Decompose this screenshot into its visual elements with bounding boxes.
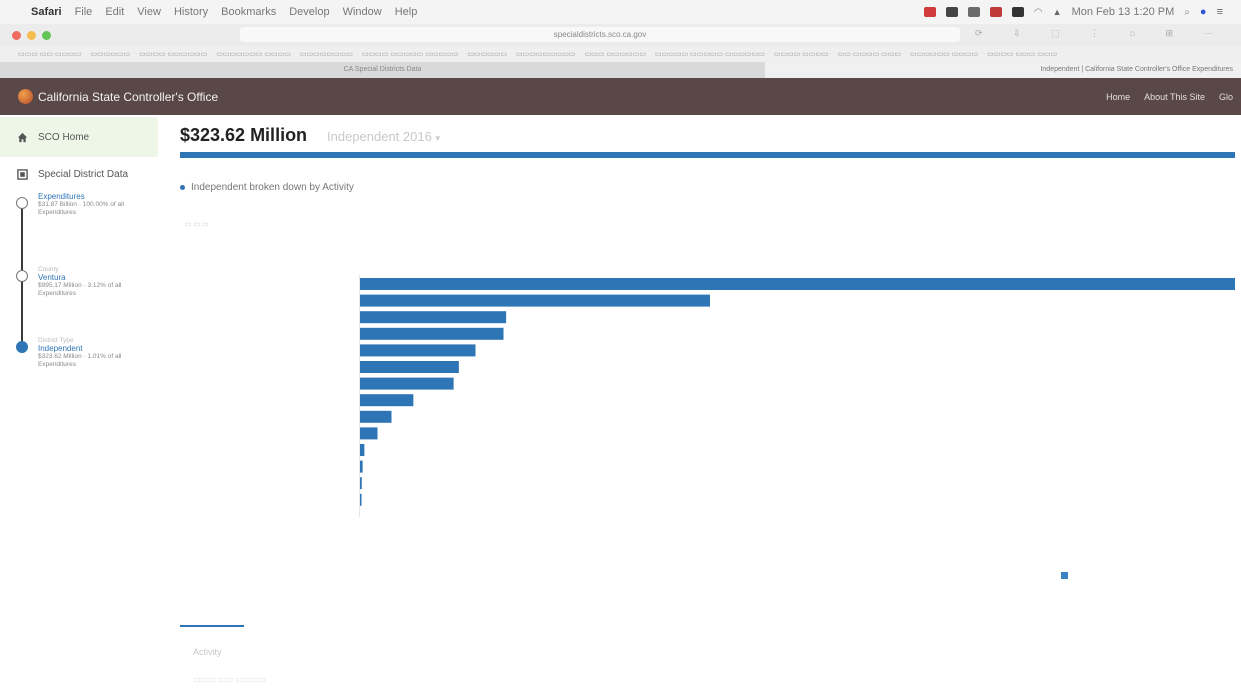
step-dot-icon xyxy=(16,197,28,209)
step-dot-icon xyxy=(16,270,28,282)
activity-bar[interactable] xyxy=(360,327,504,340)
sidebar-item-special-district-data[interactable]: Special District Data xyxy=(0,154,158,194)
activity-bar[interactable] xyxy=(360,361,459,373)
status-app-icon[interactable] xyxy=(967,7,980,17)
activity-bar[interactable] xyxy=(360,377,454,390)
activity-bar-chart xyxy=(360,278,1235,506)
browser-toolbar: specialdistricts.sco.ca.gov ⟳ ⇩ ⬚ ⋮ ⌂ ⊞ … xyxy=(0,24,1241,46)
sidebar: SCO Home Special District Data xyxy=(0,115,158,696)
activity-bar[interactable] xyxy=(360,394,414,407)
bookmark-item[interactable]: ▭▭▭▭▭▭▭ ▭▭▭▭ xyxy=(216,51,291,58)
close-window-icon[interactable] xyxy=(12,30,21,40)
tab-special-districts[interactable]: CA Special Districts Data xyxy=(0,62,765,78)
menu-file[interactable]: File xyxy=(74,6,93,18)
status-app-icon[interactable] xyxy=(945,7,958,17)
bookmarks-bar: ▭▭▭ ▭▭ ▭▭▭▭ ▭▭▭▭▭▭ ▭▭▭▭ ▭▭▭▭▭▭ ▭▭▭▭▭▭▭ ▭… xyxy=(0,46,1241,62)
nav-glossary-link[interactable]: Glo xyxy=(1218,91,1233,102)
bookmark-item[interactable]: ▭▭▭▭▭▭▭▭▭ xyxy=(516,51,576,58)
bookmark-item[interactable]: ▭▭▭▭▭▭ ▭▭▭▭ xyxy=(910,51,979,58)
menu-help[interactable]: Help xyxy=(394,6,418,18)
address-bar-url: specialdistricts.sco.ca.gov xyxy=(553,30,647,39)
bookmark-item[interactable]: ▭▭▭ ▭▭▭▭▭▭ xyxy=(584,51,646,58)
page-title: $323.62 Million xyxy=(180,125,308,145)
bookmark-item[interactable]: ▭▭▭ ▭▭ ▭▭▭▭ xyxy=(18,51,82,58)
menu-develop[interactable]: Develop xyxy=(289,6,330,18)
minimize-window-icon[interactable] xyxy=(27,30,36,40)
chart-axis xyxy=(359,275,360,517)
status-app-icon[interactable] xyxy=(1011,7,1024,17)
spotlight-icon[interactable]: ⌕ xyxy=(1184,6,1190,18)
step-detail: $323.62 Million · 1.01% of all Expenditu… xyxy=(38,353,122,368)
activity-bar[interactable] xyxy=(360,311,507,324)
step-dot-active-icon xyxy=(16,341,28,353)
bookmark-item[interactable]: ▭▭▭▭ ▭▭▭▭▭ ▭▭▭▭▭ xyxy=(361,51,459,58)
notification-center-icon[interactable]: ≡ xyxy=(1216,6,1223,18)
step-kicker: District Type xyxy=(38,337,74,344)
export-icon[interactable] xyxy=(1061,572,1068,579)
menubar-clock[interactable]: Mon Feb 13 1:20 PM xyxy=(1071,6,1175,18)
site-brand[interactable]: California State Controller's Office xyxy=(38,89,219,104)
legend-label: Independent broken down by Activity xyxy=(191,182,354,193)
bookmark-item[interactable]: ▭▭▭▭ ▭▭▭ ▭▭▭ xyxy=(987,51,1058,58)
step-kicker: County xyxy=(38,266,59,273)
siri-icon[interactable]: ● xyxy=(1199,6,1207,18)
legend-dot-icon xyxy=(180,185,185,190)
step-detail: $31.87 Billion · 100.00% of all Expendit… xyxy=(38,201,125,216)
home-icon xyxy=(17,132,28,142)
step-label: Ventura xyxy=(38,273,66,282)
tab-bar: CA Special Districts Data Independent | … xyxy=(0,62,1241,78)
year-selector[interactable]: Independent 2016 ▾ xyxy=(327,129,440,144)
bookmark-item[interactable]: ▭▭▭▭▭▭ xyxy=(467,51,507,58)
menu-history[interactable]: History xyxy=(173,6,209,18)
chart-legend[interactable]: Independent broken down by Activity xyxy=(180,182,354,193)
activity-bar[interactable] xyxy=(360,477,362,490)
tab-activity[interactable]: Activity xyxy=(193,647,222,657)
tab-secondary[interactable]: ▭▭▭ ▭▭ ▭▭▭▭ xyxy=(193,675,266,684)
total-bar[interactable] xyxy=(180,152,1235,158)
nav-home-link[interactable]: Home xyxy=(1106,91,1131,102)
menu-edit[interactable]: Edit xyxy=(105,6,125,18)
step-label: Expenditures xyxy=(38,192,85,201)
sidebar-item-label: Special District Data xyxy=(38,168,129,180)
site-navbar: California State Controller's Office Hom… xyxy=(0,78,1241,115)
address-bar[interactable]: specialdistricts.sco.ca.gov xyxy=(240,27,960,42)
macos-menubar: Safari File Edit View History Bookmarks … xyxy=(0,0,1241,24)
activity-bar[interactable] xyxy=(360,460,363,473)
sidebar-item-sco-home[interactable]: SCO Home xyxy=(0,117,158,157)
toolbar-icons[interactable]: ⟳ ⇩ ⬚ ⋮ ⌂ ⊞ ⋯ xyxy=(975,28,1227,38)
menu-app-name[interactable]: Safari xyxy=(31,6,62,18)
menu-window[interactable]: Window xyxy=(342,6,382,18)
activity-bar[interactable] xyxy=(360,444,365,456)
status-app-icon[interactable] xyxy=(923,7,936,17)
sco-logo-icon[interactable] xyxy=(18,89,33,104)
step-detail: $995.17 Million · 3.12% of all Expenditu… xyxy=(38,282,122,297)
bookmark-item[interactable]: ▭▭▭▭▭▭ xyxy=(90,51,131,58)
activity-bar[interactable] xyxy=(360,344,476,357)
step-label: Independent xyxy=(38,344,83,353)
activity-bar[interactable] xyxy=(360,493,362,506)
bookmark-item[interactable]: ▭▭▭▭ ▭▭▭▭▭▭ xyxy=(139,51,208,58)
bookmark-item[interactable]: ▭▭ ▭▭▭▭ ▭▭▭ xyxy=(837,51,901,58)
bookmark-item[interactable]: ▭▭▭▭ ▭▭▭▭ xyxy=(773,51,829,58)
menu-bookmarks[interactable]: Bookmarks xyxy=(221,6,277,18)
status-app-icon[interactable] xyxy=(989,7,1002,17)
chart-hint: ▭ ▭ ▭ xyxy=(185,221,209,228)
database-icon xyxy=(17,168,28,180)
bookmark-item[interactable]: ▭▭▭▭▭▭▭▭ xyxy=(299,51,353,58)
sidebar-item-label: SCO Home xyxy=(38,131,90,143)
tab-underline xyxy=(180,625,244,627)
zoom-window-icon[interactable] xyxy=(42,30,51,40)
activity-bar[interactable] xyxy=(360,427,378,440)
wifi-icon[interactable]: ◠ xyxy=(1033,6,1043,18)
activity-bar[interactable] xyxy=(360,294,710,307)
volume-icon[interactable]: ▲ xyxy=(1052,7,1062,17)
year-selector-label: Independent 2016 xyxy=(327,129,432,144)
bookmark-item[interactable]: ▭▭▭▭▭ ▭▭▭▭▭ ▭▭▭▭▭▭ xyxy=(655,51,765,58)
menu-view[interactable]: View xyxy=(137,6,161,18)
chevron-down-icon: ▾ xyxy=(435,133,440,143)
tab-independent[interactable]: Independent | California State Controlle… xyxy=(765,62,1241,78)
activity-bar[interactable] xyxy=(360,278,1235,290)
activity-bar[interactable] xyxy=(360,410,392,423)
nav-about-link[interactable]: About This Site xyxy=(1144,91,1205,102)
